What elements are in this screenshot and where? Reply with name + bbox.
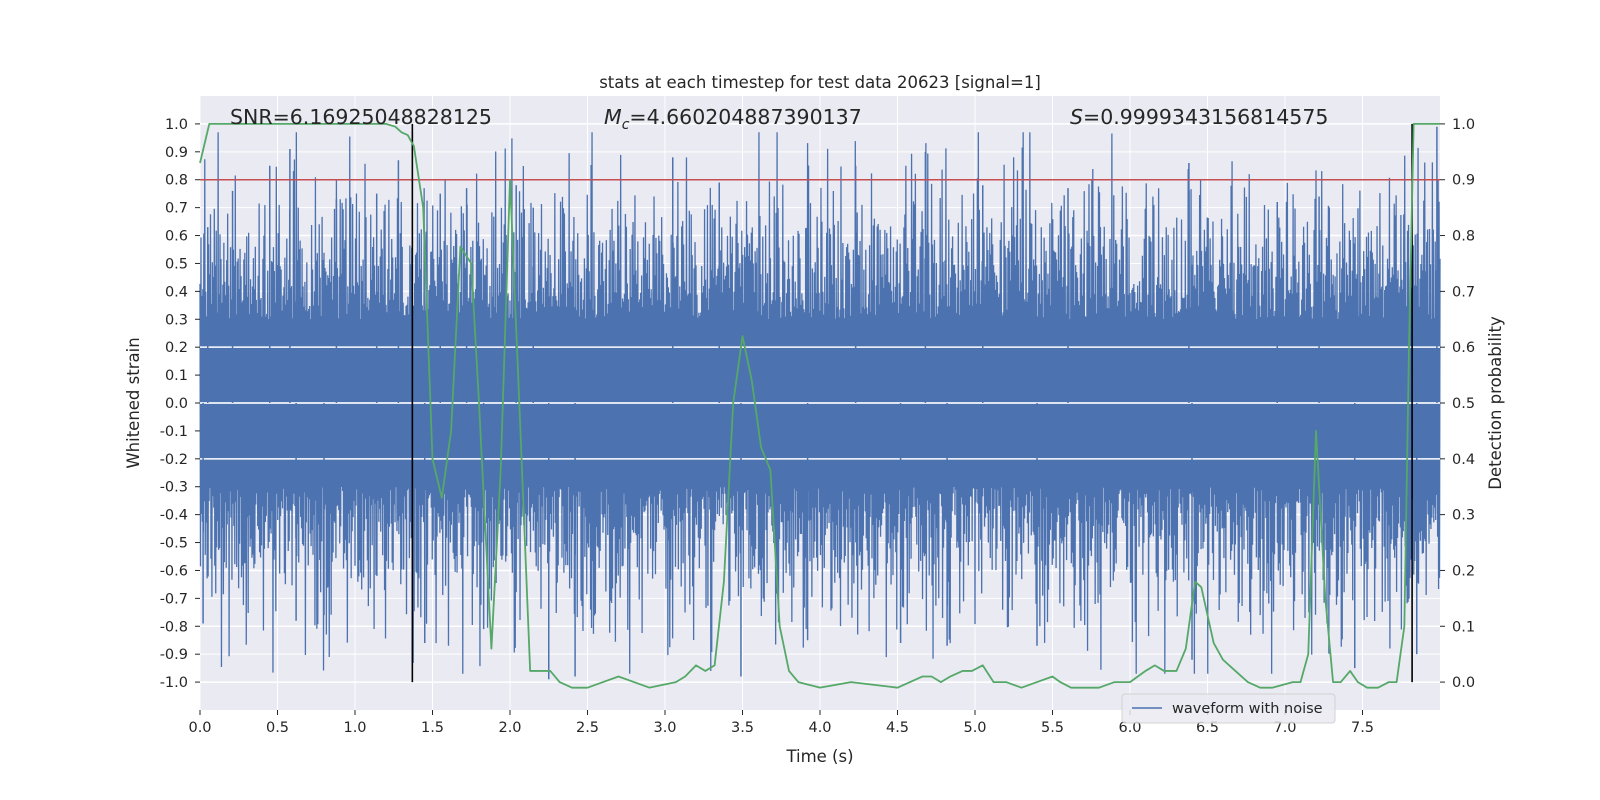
y-tick-label: -0.2 <box>160 452 188 468</box>
x-tick-label: 5.5 <box>1041 720 1064 736</box>
x-tick-label: 2.5 <box>576 720 599 736</box>
x-tick-label: 0.0 <box>188 720 211 736</box>
y2-axis-label: Detection probability <box>1486 316 1505 490</box>
x-axis-label: Time (s) <box>785 747 853 766</box>
x-tick-label: 7.0 <box>1273 720 1296 736</box>
y2-tick-label: 0.3 <box>1452 508 1475 524</box>
y-tick-label: -0.6 <box>160 563 188 579</box>
y-tick-label: -0.5 <box>160 536 188 552</box>
y-tick-label: -0.8 <box>160 619 188 635</box>
chart-title: stats at each timestep for test data 206… <box>599 73 1041 92</box>
chirp-mass-subscript: c <box>622 117 630 133</box>
y2-tick-label: 0.8 <box>1452 229 1475 245</box>
x-tick-label: 4.5 <box>886 720 909 736</box>
s-value: =0.9999343156814575 <box>1083 105 1328 129</box>
y-ticks: 1.0 0.9 0.8 0.7 0.6 0.5 0.4 0.3 0.2 0.1 0.0 -0.1 -0.… <box>160 117 200 691</box>
y2-tick-label: 0.5 <box>1452 396 1475 412</box>
y-tick-label: 0.1 <box>165 368 188 384</box>
x-tick-label: 4.0 <box>808 720 831 736</box>
probability-series <box>199 123 1440 689</box>
legend-box <box>1121 693 1336 724</box>
y-tick-label: -0.1 <box>160 424 188 440</box>
probability-line <box>199 123 1440 689</box>
s-symbol: S <box>1070 105 1083 129</box>
y-tick-label: -0.9 <box>160 647 188 663</box>
y-axis-label: Whitened strain <box>124 337 143 468</box>
x-tick-label: 2.0 <box>498 720 521 736</box>
y2-tick-label: 0.6 <box>1452 340 1475 356</box>
x-tick-label: 5.0 <box>963 720 986 736</box>
y2-tick-label: 0.2 <box>1452 563 1475 579</box>
y-tick-label: -0.3 <box>160 480 188 496</box>
y-tick-label: 0.5 <box>165 256 188 272</box>
y-tick-label: -0.7 <box>160 591 188 607</box>
y2-tick-label: 0.4 <box>1452 452 1475 468</box>
y2-tick-label: 0.9 <box>1452 173 1475 189</box>
y-tick-label: 1.0 <box>165 117 188 133</box>
x-tick-label: 1.0 <box>343 720 366 736</box>
y-tick-label: 0.2 <box>165 340 188 356</box>
y-tick-label: -1.0 <box>160 675 188 691</box>
x-tick-label: 0.5 <box>266 720 289 736</box>
y-tick-label: 0.3 <box>165 312 188 328</box>
y2-tick-label: 0.0 <box>1452 675 1475 691</box>
legend-label: waveform with noise <box>1172 701 1323 717</box>
y2-ticks: 1.0 0.9 0.8 0.7 0.6 0.5 0.4 0.3 0.2 0.1 0.0 <box>1440 117 1475 691</box>
y-tick-label: 0.7 <box>165 201 188 217</box>
y-tick-label: 0.6 <box>165 229 188 245</box>
x-tick-label: 1.5 <box>421 720 444 736</box>
legend: waveform with noise <box>1121 693 1336 724</box>
chirp-mass-symbol: M <box>604 105 622 129</box>
x-tick-label: 6.0 <box>1118 720 1141 736</box>
snr-stat: SNR=6.16925048828125 <box>230 105 492 129</box>
x-tick-label: 3.0 <box>653 720 676 736</box>
y-tick-label: 0.8 <box>165 173 188 189</box>
x-tick-label: 3.5 <box>731 720 754 736</box>
x-tick-label: 7.5 <box>1351 720 1374 736</box>
y-tick-label: 0.4 <box>165 284 188 300</box>
s-stat: S=0.9999343156814575 <box>1070 105 1328 129</box>
y2-tick-label: 0.7 <box>1452 284 1475 300</box>
y2-tick-label: 1.0 <box>1452 117 1475 133</box>
chirp-mass-stat: Mc=4.660204887390137 <box>604 105 862 133</box>
x-tick-label: 6.5 <box>1196 720 1219 736</box>
waveform-series <box>199 126 1441 680</box>
y-tick-label: -0.4 <box>160 508 188 524</box>
y-tick-label: 0.9 <box>165 145 188 161</box>
y-tick-label: 0.0 <box>165 396 188 412</box>
chirp-mass-value: =4.660204887390137 <box>629 105 861 129</box>
x-ticks: 0.0 0.5 1.0 1.5 2.0 2.5 3.0 3.5 4.0 4.5 5.0 5.5 6.0 6… <box>188 710 1374 736</box>
y2-tick-label: 0.1 <box>1452 619 1475 635</box>
